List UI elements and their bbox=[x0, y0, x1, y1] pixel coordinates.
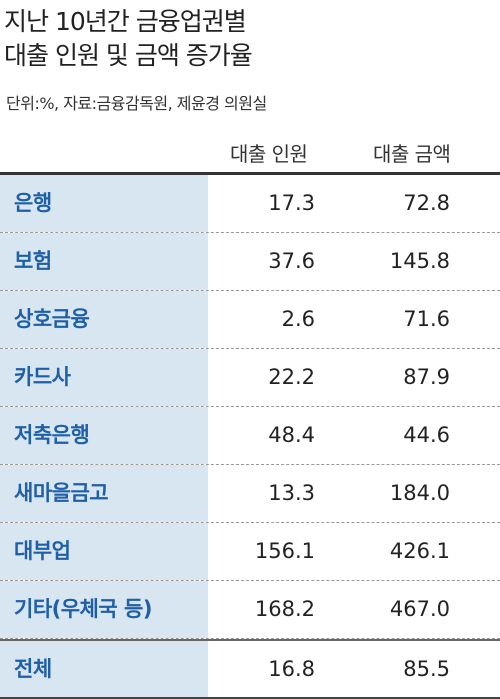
column-header: 대출 금액 bbox=[373, 142, 451, 166]
cell: 16.8 bbox=[268, 657, 315, 681]
title-line: 대출 인원 및 금액 증가율 bbox=[4, 41, 253, 70]
cell: 48.4 bbox=[268, 423, 315, 447]
table-row: 카드사 22.2 87.9 bbox=[0, 349, 500, 407]
cell: 467.0 bbox=[389, 597, 450, 621]
row-label: 전체 bbox=[0, 641, 208, 697]
row-label: 상호금융 bbox=[0, 291, 208, 348]
cell: 22.2 bbox=[268, 365, 315, 389]
table: 은행 17.3 72.8 보험 37.6 145.8 상호금융 2.6 71.6 카드사 22.2 8… bbox=[0, 172, 500, 699]
row-label: 저축은행 bbox=[0, 407, 208, 464]
row-label: 기타(우체국 등) bbox=[0, 581, 208, 638]
table-row: 은행 17.3 72.8 bbox=[0, 175, 500, 233]
table-row: 대부업 156.1 426.1 bbox=[0, 523, 500, 581]
cell: 168.2 bbox=[254, 597, 315, 621]
cell: 44.6 bbox=[403, 423, 450, 447]
column-header: 대출 인원 bbox=[230, 142, 308, 166]
cell: 13.3 bbox=[268, 481, 315, 505]
row-label: 보험 bbox=[0, 233, 208, 290]
cell: 87.9 bbox=[403, 365, 450, 389]
table-row: 저축은행 48.4 44.6 bbox=[0, 407, 500, 465]
table-row: 상호금융 2.6 71.6 bbox=[0, 291, 500, 349]
subtitle: 단위:%, 자료:금융감독원, 제윤경 의원실 bbox=[6, 94, 267, 113]
row-label: 은행 bbox=[0, 175, 208, 232]
cell: 2.6 bbox=[281, 307, 315, 331]
table-row: 보험 37.6 145.8 bbox=[0, 233, 500, 291]
table-row: 전체 16.8 85.5 bbox=[0, 639, 500, 699]
cell: 72.8 bbox=[403, 191, 450, 215]
table-row: 새마을금고 13.3 184.0 bbox=[0, 465, 500, 523]
row-label: 카드사 bbox=[0, 349, 208, 406]
cell: 426.1 bbox=[389, 539, 450, 563]
title-line: 지난 10년간 금융업권별 bbox=[4, 7, 247, 36]
cell: 184.0 bbox=[389, 481, 450, 505]
table-row: 기타(우체국 등) 168.2 467.0 bbox=[0, 581, 500, 639]
cell: 145.8 bbox=[389, 249, 450, 273]
cell: 37.6 bbox=[268, 249, 315, 273]
cell: 156.1 bbox=[254, 539, 315, 563]
cell: 71.6 bbox=[403, 307, 450, 331]
cell: 17.3 bbox=[268, 191, 315, 215]
row-label: 대부업 bbox=[0, 523, 208, 580]
row-label: 새마을금고 bbox=[0, 465, 208, 522]
cell: 85.5 bbox=[403, 657, 450, 681]
